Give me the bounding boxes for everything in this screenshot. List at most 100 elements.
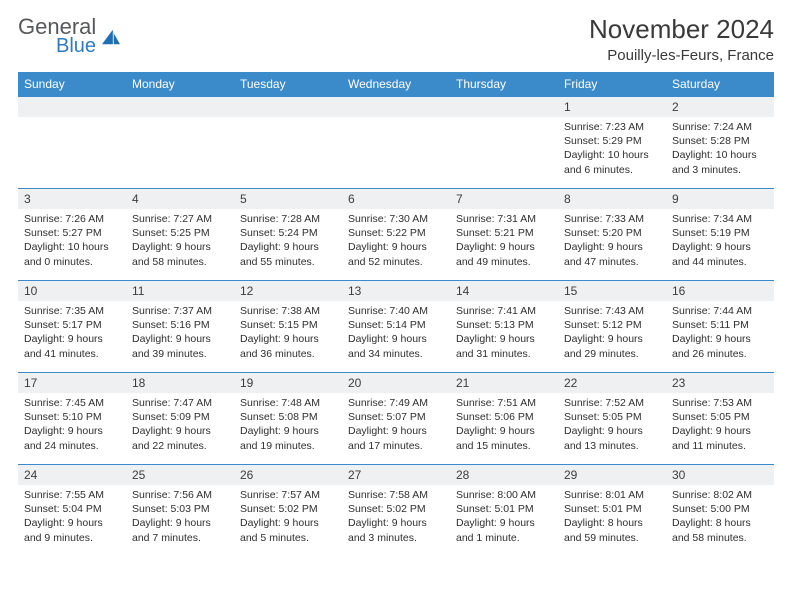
calendar-day-cell: 16Sunrise: 7:44 AMSunset: 5:11 PMDayligh… <box>666 281 774 373</box>
weekday-header: Saturday <box>666 72 774 97</box>
day-number <box>234 97 342 117</box>
calendar-day-cell: 3Sunrise: 7:26 AMSunset: 5:27 PMDaylight… <box>18 189 126 281</box>
sunset-line: Sunset: 5:28 PM <box>672 134 768 148</box>
daylight-line: Daylight: 9 hours and 44 minutes. <box>672 240 768 268</box>
calendar-day-cell: 1Sunrise: 7:23 AMSunset: 5:29 PMDaylight… <box>558 97 666 189</box>
day-body: Sunrise: 7:23 AMSunset: 5:29 PMDaylight:… <box>558 117 666 181</box>
calendar-day-cell: 8Sunrise: 7:33 AMSunset: 5:20 PMDaylight… <box>558 189 666 281</box>
calendar-day-cell: 4Sunrise: 7:27 AMSunset: 5:25 PMDaylight… <box>126 189 234 281</box>
daylight-line: Daylight: 9 hours and 19 minutes. <box>240 424 336 452</box>
day-body: Sunrise: 7:34 AMSunset: 5:19 PMDaylight:… <box>666 209 774 273</box>
day-body: Sunrise: 7:35 AMSunset: 5:17 PMDaylight:… <box>18 301 126 365</box>
daylight-line: Daylight: 9 hours and 52 minutes. <box>348 240 444 268</box>
day-body: Sunrise: 7:55 AMSunset: 5:04 PMDaylight:… <box>18 485 126 549</box>
weekday-header: Sunday <box>18 72 126 97</box>
daylight-line: Daylight: 9 hours and 39 minutes. <box>132 332 228 360</box>
sunset-line: Sunset: 5:17 PM <box>24 318 120 332</box>
daylight-line: Daylight: 8 hours and 59 minutes. <box>564 516 660 544</box>
day-number: 16 <box>666 281 774 301</box>
day-number: 21 <box>450 373 558 393</box>
calendar-day-cell: 6Sunrise: 7:30 AMSunset: 5:22 PMDaylight… <box>342 189 450 281</box>
calendar-day-cell: 10Sunrise: 7:35 AMSunset: 5:17 PMDayligh… <box>18 281 126 373</box>
daylight-line: Daylight: 10 hours and 0 minutes. <box>24 240 120 268</box>
calendar-day-cell: 7Sunrise: 7:31 AMSunset: 5:21 PMDaylight… <box>450 189 558 281</box>
calendar-day-cell: 19Sunrise: 7:48 AMSunset: 5:08 PMDayligh… <box>234 373 342 465</box>
daylight-line: Daylight: 10 hours and 3 minutes. <box>672 148 768 176</box>
daylight-line: Daylight: 9 hours and 7 minutes. <box>132 516 228 544</box>
calendar-week-row: 3Sunrise: 7:26 AMSunset: 5:27 PMDaylight… <box>18 189 774 281</box>
sunset-line: Sunset: 5:10 PM <box>24 410 120 424</box>
sunrise-line: Sunrise: 7:45 AM <box>24 396 120 410</box>
sunset-line: Sunset: 5:29 PM <box>564 134 660 148</box>
day-number: 13 <box>342 281 450 301</box>
calendar-day-cell: 12Sunrise: 7:38 AMSunset: 5:15 PMDayligh… <box>234 281 342 373</box>
day-number: 28 <box>450 465 558 485</box>
sunrise-line: Sunrise: 7:24 AM <box>672 120 768 134</box>
day-number: 30 <box>666 465 774 485</box>
day-number: 14 <box>450 281 558 301</box>
brand-sail-icon <box>100 28 122 46</box>
calendar-day-cell: 24Sunrise: 7:55 AMSunset: 5:04 PMDayligh… <box>18 465 126 557</box>
sunrise-line: Sunrise: 7:33 AM <box>564 212 660 226</box>
calendar-day-cell: 13Sunrise: 7:40 AMSunset: 5:14 PMDayligh… <box>342 281 450 373</box>
sunset-line: Sunset: 5:06 PM <box>456 410 552 424</box>
day-body: Sunrise: 7:41 AMSunset: 5:13 PMDaylight:… <box>450 301 558 365</box>
sunrise-line: Sunrise: 7:41 AM <box>456 304 552 318</box>
daylight-line: Daylight: 9 hours and 15 minutes. <box>456 424 552 452</box>
calendar-day-cell: 17Sunrise: 7:45 AMSunset: 5:10 PMDayligh… <box>18 373 126 465</box>
sunrise-line: Sunrise: 7:35 AM <box>24 304 120 318</box>
day-number <box>342 97 450 117</box>
day-body: Sunrise: 7:58 AMSunset: 5:02 PMDaylight:… <box>342 485 450 549</box>
daylight-line: Daylight: 9 hours and 29 minutes. <box>564 332 660 360</box>
day-number: 25 <box>126 465 234 485</box>
calendar-day-cell: 27Sunrise: 7:58 AMSunset: 5:02 PMDayligh… <box>342 465 450 557</box>
daylight-line: Daylight: 9 hours and 31 minutes. <box>456 332 552 360</box>
weekday-header: Monday <box>126 72 234 97</box>
daylight-line: Daylight: 9 hours and 49 minutes. <box>456 240 552 268</box>
calendar-page: General Blue November 2024 Pouilly-les-F… <box>0 0 792 557</box>
day-number: 22 <box>558 373 666 393</box>
sunset-line: Sunset: 5:15 PM <box>240 318 336 332</box>
sunrise-line: Sunrise: 7:30 AM <box>348 212 444 226</box>
sunset-line: Sunset: 5:05 PM <box>564 410 660 424</box>
daylight-line: Daylight: 9 hours and 26 minutes. <box>672 332 768 360</box>
calendar-day-cell: 26Sunrise: 7:57 AMSunset: 5:02 PMDayligh… <box>234 465 342 557</box>
day-body: Sunrise: 7:56 AMSunset: 5:03 PMDaylight:… <box>126 485 234 549</box>
sunrise-line: Sunrise: 7:44 AM <box>672 304 768 318</box>
calendar-day-cell: 25Sunrise: 7:56 AMSunset: 5:03 PMDayligh… <box>126 465 234 557</box>
day-number: 27 <box>342 465 450 485</box>
day-number: 7 <box>450 189 558 209</box>
sunset-line: Sunset: 5:01 PM <box>564 502 660 516</box>
sunrise-line: Sunrise: 7:37 AM <box>132 304 228 318</box>
day-number: 26 <box>234 465 342 485</box>
sunset-line: Sunset: 5:04 PM <box>24 502 120 516</box>
sunrise-line: Sunrise: 7:48 AM <box>240 396 336 410</box>
title-block: November 2024 Pouilly-les-Feurs, France <box>589 14 774 64</box>
day-number: 1 <box>558 97 666 117</box>
sunset-line: Sunset: 5:22 PM <box>348 226 444 240</box>
day-body <box>18 117 126 188</box>
weekday-header: Tuesday <box>234 72 342 97</box>
calendar-day-cell <box>342 97 450 189</box>
sunrise-line: Sunrise: 7:55 AM <box>24 488 120 502</box>
sunset-line: Sunset: 5:25 PM <box>132 226 228 240</box>
calendar-day-cell <box>234 97 342 189</box>
sunset-line: Sunset: 5:12 PM <box>564 318 660 332</box>
day-number: 11 <box>126 281 234 301</box>
sunrise-line: Sunrise: 7:52 AM <box>564 396 660 410</box>
calendar-day-cell: 11Sunrise: 7:37 AMSunset: 5:16 PMDayligh… <box>126 281 234 373</box>
weekday-header: Thursday <box>450 72 558 97</box>
day-body <box>342 117 450 188</box>
day-number: 19 <box>234 373 342 393</box>
sunrise-line: Sunrise: 8:02 AM <box>672 488 768 502</box>
daylight-line: Daylight: 9 hours and 58 minutes. <box>132 240 228 268</box>
sunrise-line: Sunrise: 7:43 AM <box>564 304 660 318</box>
day-number: 23 <box>666 373 774 393</box>
weekday-header: Wednesday <box>342 72 450 97</box>
sunrise-line: Sunrise: 7:26 AM <box>24 212 120 226</box>
calendar-week-row: 1Sunrise: 7:23 AMSunset: 5:29 PMDaylight… <box>18 97 774 189</box>
daylight-line: Daylight: 10 hours and 6 minutes. <box>564 148 660 176</box>
sunset-line: Sunset: 5:01 PM <box>456 502 552 516</box>
calendar-day-cell <box>126 97 234 189</box>
day-number: 24 <box>18 465 126 485</box>
